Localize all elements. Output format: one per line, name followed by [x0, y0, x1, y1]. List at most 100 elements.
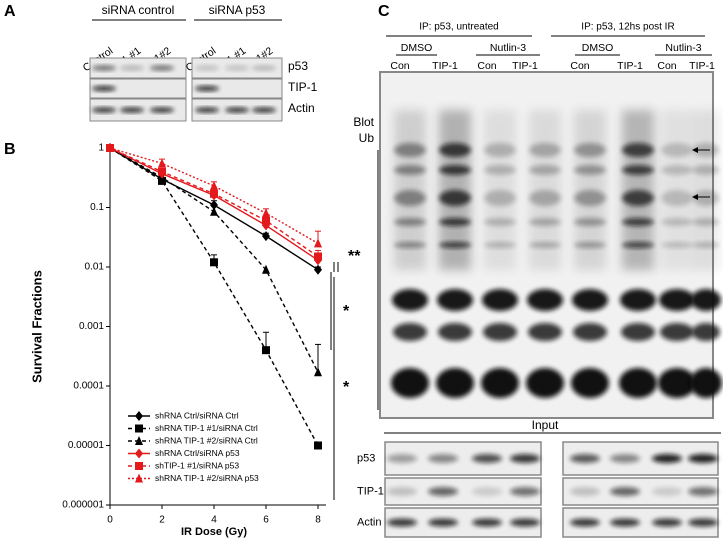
- x-tick-label: 4: [211, 515, 217, 526]
- legend-marker: [135, 462, 143, 470]
- data-point: [210, 200, 218, 211]
- blot-band: [472, 518, 502, 527]
- blot-band: [661, 165, 693, 175]
- legend-label: shRNA Ctrl/siRNA Ctrl: [155, 410, 239, 420]
- legend-marker: [135, 473, 143, 483]
- blot-label: Blot: [353, 115, 374, 129]
- blot-band: [428, 518, 458, 527]
- blot-band: [574, 218, 606, 226]
- blot-band: [472, 454, 502, 463]
- blot-band: [195, 86, 219, 91]
- blot-band: [92, 65, 116, 71]
- blot-band: [661, 143, 693, 157]
- blot-band: [394, 218, 426, 226]
- blot-band: [693, 218, 719, 226]
- blot-band: [472, 487, 502, 496]
- blot-band: [439, 143, 471, 157]
- blot-band: [652, 487, 682, 496]
- treatment-label: DMSO: [582, 42, 614, 54]
- blot-band: [529, 143, 561, 157]
- blot-band: [693, 190, 719, 206]
- y-tick-label: 0.1: [90, 202, 104, 213]
- blot-band: [484, 143, 516, 157]
- blot-band: [658, 368, 696, 398]
- lane-label: Con: [477, 60, 496, 72]
- y-axis-label: Survival Fractions: [29, 270, 44, 383]
- blot-band: [252, 65, 276, 71]
- blot-band: [391, 368, 429, 398]
- y-tick-label: 1: [98, 143, 104, 154]
- blot-band: [439, 165, 471, 175]
- blot-band: [529, 218, 561, 226]
- blot-band: [622, 143, 654, 157]
- y-tick-label: 0.0001: [73, 381, 104, 392]
- blot-band: [620, 289, 656, 311]
- blot-band: [484, 165, 516, 175]
- blot-band: [483, 323, 517, 341]
- blot-band: [570, 454, 600, 463]
- series-line: [109, 147, 319, 244]
- treatment-label: Nutlin-3: [490, 42, 526, 54]
- blot-band: [252, 107, 276, 113]
- data-point: [262, 208, 270, 218]
- blot-band: [574, 190, 606, 206]
- blot-label: Ub: [359, 131, 375, 145]
- blot-band: [225, 107, 249, 113]
- arrow-head: [692, 194, 698, 200]
- blot-band: [225, 65, 249, 71]
- blot-band: [428, 454, 458, 463]
- treatment-label: Nutlin-3: [665, 42, 701, 54]
- blot-band: [622, 190, 654, 206]
- blot-band: [693, 242, 719, 248]
- data-point: [210, 180, 218, 190]
- row-label: p53: [357, 452, 375, 464]
- y-tick-label: 0.01: [85, 262, 105, 273]
- data-point: [262, 216, 270, 225]
- blot-band: [619, 368, 657, 398]
- blot-band: [481, 368, 519, 398]
- blot-band: [92, 107, 116, 113]
- blot-band: [660, 323, 694, 341]
- blot-band: [394, 190, 426, 206]
- blot-band: [387, 454, 417, 463]
- blot-band: [574, 165, 606, 175]
- legend-marker: [135, 411, 143, 421]
- x-axis-label: IR Dose (Gy): [181, 526, 247, 538]
- blot-band: [690, 368, 722, 398]
- blot-band: [527, 289, 563, 311]
- data-point: [314, 238, 322, 248]
- data-point: [314, 441, 322, 450]
- blot-band: [482, 289, 518, 311]
- treatment-label: DMSO: [401, 42, 433, 54]
- x-tick-label: 2: [159, 515, 165, 526]
- blot-band: [439, 242, 471, 248]
- arrow-head: [692, 147, 698, 153]
- x-tick-label: 6: [263, 515, 269, 526]
- blot-band: [622, 165, 654, 175]
- lane-label: TIP-1: [689, 60, 715, 72]
- row-label: TIP-1: [288, 80, 318, 94]
- row-label: Actin: [288, 101, 315, 115]
- data-point: [314, 367, 322, 377]
- row-label: p53: [288, 59, 308, 73]
- blot-band: [393, 323, 427, 341]
- blot-band: [510, 487, 540, 496]
- row-label: TIP-1: [357, 485, 384, 497]
- blot-band: [438, 323, 472, 341]
- blot-band: [529, 165, 561, 175]
- x-tick-label: 8: [315, 515, 321, 526]
- data-point: [314, 252, 322, 261]
- legend-marker: [135, 436, 143, 445]
- blot-band: [659, 289, 695, 311]
- legend-label: shRNA TIP-1 #1/siRNA Ctrl: [155, 423, 258, 433]
- blot-strip: [191, 78, 283, 99]
- blot-band: [92, 86, 116, 91]
- lane-label: TIP-1: [617, 60, 643, 72]
- x-tick-label: 0: [107, 515, 113, 526]
- ip-label: IP: p53, untreated: [419, 22, 499, 33]
- lane-label: Con: [657, 60, 676, 72]
- blot-band: [574, 242, 606, 248]
- blot-band: [610, 487, 640, 496]
- blot-band: [572, 289, 608, 311]
- blot-band: [387, 518, 417, 527]
